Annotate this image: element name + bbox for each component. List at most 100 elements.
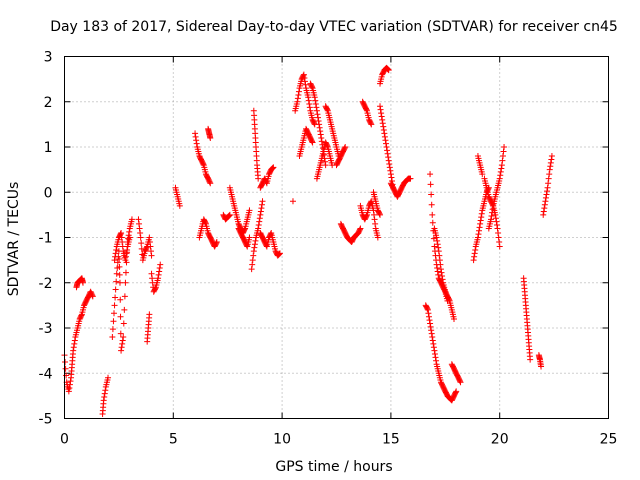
y-tick-label: -5 [39, 412, 53, 428]
data-point [493, 218, 500, 225]
data-point [317, 131, 324, 138]
data-point [318, 134, 325, 141]
data-point [383, 144, 390, 150]
data-point [70, 344, 77, 351]
data-point [101, 390, 108, 397]
data-point [138, 240, 145, 247]
y-tick-label: 3 [44, 50, 53, 66]
data-point [213, 239, 220, 246]
data-point [71, 337, 78, 344]
data-point [367, 199, 374, 206]
data-point [452, 389, 459, 396]
data-point [546, 166, 553, 173]
data-point [407, 175, 414, 182]
data-point [113, 278, 120, 285]
data-point [311, 120, 318, 127]
data-point [471, 250, 478, 257]
data-point [545, 175, 552, 182]
data-point [427, 181, 434, 188]
data-point [380, 127, 387, 134]
data-point [324, 106, 331, 113]
data-point [267, 231, 274, 238]
data-point [118, 234, 125, 241]
data-point [250, 248, 257, 255]
data-point [498, 162, 505, 169]
data-point [306, 104, 313, 111]
data-point [305, 97, 312, 104]
data-point [477, 220, 484, 227]
data-point [257, 208, 264, 215]
data-point [289, 198, 296, 205]
data-point [255, 225, 262, 232]
data-point [122, 257, 129, 264]
data-point [250, 252, 257, 259]
data-point [479, 171, 486, 178]
data-point [111, 257, 118, 264]
data-point [295, 91, 302, 98]
y-tick-labels: -5 -4 -3 -2 -1 0 1 2 3 [39, 50, 53, 428]
data-point [117, 231, 124, 238]
data-point [202, 219, 209, 226]
data-point [430, 344, 437, 351]
data-point [496, 175, 503, 182]
data-point [493, 222, 500, 229]
data-points [61, 64, 555, 417]
chart-title: Day 183 of 2017, Sidereal Day-to-day VTE… [50, 19, 618, 35]
data-point [451, 315, 458, 322]
data-point [207, 180, 214, 187]
data-point [70, 347, 77, 354]
data-point [117, 330, 124, 337]
data-point [147, 248, 154, 255]
data-point [499, 153, 506, 160]
data-point [146, 234, 153, 241]
data-point [426, 317, 433, 324]
data-point [548, 156, 555, 163]
data-point [429, 337, 436, 344]
data-point [435, 271, 442, 278]
data-point [305, 94, 312, 101]
data-point [118, 229, 125, 236]
data-point [317, 128, 324, 135]
data-point [117, 296, 124, 303]
data-point [385, 67, 392, 74]
data-point [258, 201, 265, 208]
data-point [117, 313, 124, 320]
data-point [357, 225, 364, 232]
data-point [316, 121, 323, 128]
data-point [193, 140, 200, 147]
data-point [501, 144, 508, 150]
data-point [477, 217, 484, 224]
data-point [206, 179, 213, 186]
data-point [148, 270, 155, 277]
data-point [489, 206, 496, 213]
data-point [437, 266, 444, 273]
data-point [500, 148, 507, 155]
data-point [114, 259, 121, 266]
data-point [100, 397, 107, 404]
data-point [276, 250, 283, 257]
data-point [65, 388, 72, 395]
data-point [489, 209, 496, 216]
data-point [494, 225, 501, 232]
data-point [322, 162, 329, 169]
data-point [546, 171, 553, 178]
data-point [492, 211, 499, 218]
grid-lines [64, 56, 609, 419]
data-point [116, 263, 123, 270]
data-point [497, 172, 504, 179]
data-point [431, 243, 438, 250]
y-axis-label: SDTVAR / TECUs [6, 182, 22, 297]
x-tick-label: 15 [382, 432, 400, 448]
data-point [314, 111, 321, 118]
data-point [457, 379, 464, 386]
data-point [384, 150, 391, 157]
x-tick-labels: 0 5 10 15 20 25 [60, 432, 617, 448]
data-point [119, 337, 126, 344]
data-point [429, 334, 436, 341]
data-point [269, 164, 276, 171]
data-point [377, 103, 384, 110]
data-point [383, 140, 390, 147]
data-point [475, 231, 482, 238]
data-point [471, 253, 478, 260]
data-point [376, 210, 383, 217]
